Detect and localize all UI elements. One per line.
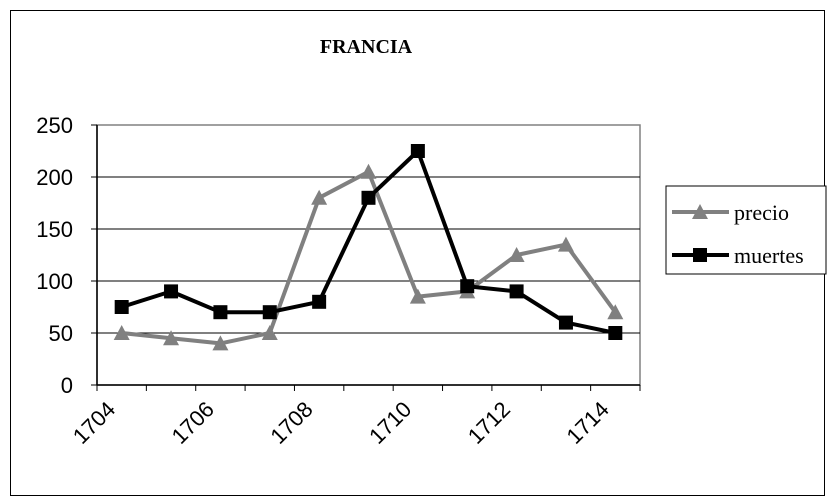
x-axis-ticks: 1704 1706 1708 1710 1712 1714 — [68, 397, 614, 449]
data-point-precio — [212, 335, 229, 351]
y-tick-label: 0 — [61, 373, 73, 398]
data-point-precio — [508, 247, 525, 262]
series-lines — [113, 144, 624, 351]
legend-marker-precio — [692, 204, 708, 219]
data-point-muertes — [558, 315, 573, 330]
data-point-muertes — [164, 284, 179, 299]
x-tick-label: 1712 — [463, 397, 515, 449]
legend-box — [665, 185, 827, 275]
y-tick-label: 150 — [36, 217, 73, 242]
data-point-precio — [409, 288, 426, 304]
x-tick-label: 1710 — [364, 397, 416, 449]
y-tick-label: 200 — [36, 165, 73, 190]
data-point-precio — [311, 189, 328, 205]
data-point-muertes — [460, 279, 475, 294]
chart-title: FRANCIA — [320, 36, 413, 58]
data-point-muertes — [114, 300, 129, 314]
data-point-muertes — [213, 305, 228, 320]
data-point-muertes — [361, 190, 376, 205]
axes — [91, 124, 641, 391]
legend-marker-muertes — [693, 248, 707, 262]
legend-label-muertes: muertes — [734, 243, 804, 268]
legend-label-precio: precio — [734, 200, 789, 225]
y-axis-ticks: 0 50 100 150 200 250 — [36, 113, 73, 398]
data-point-muertes — [509, 284, 524, 299]
data-point-precio — [557, 236, 574, 252]
data-point-muertes — [410, 144, 425, 158]
data-point-precio — [113, 325, 130, 340]
x-tick-label: 1704 — [68, 397, 120, 449]
data-point-muertes — [608, 326, 623, 340]
data-point-muertes — [262, 305, 277, 320]
data-point-muertes — [312, 294, 327, 309]
y-tick-label: 50 — [49, 321, 73, 346]
x-tick-label: 1714 — [562, 397, 614, 449]
x-tick-label: 1706 — [167, 397, 219, 449]
y-tick-label: 250 — [36, 113, 73, 138]
y-tick-label: 100 — [36, 269, 73, 294]
x-tick-label: 1708 — [265, 397, 317, 449]
data-point-precio — [261, 325, 278, 340]
legend: precio muertes — [665, 185, 827, 275]
data-point-precio — [360, 163, 377, 179]
data-point-precio — [163, 330, 180, 346]
data-point-precio — [607, 304, 624, 320]
